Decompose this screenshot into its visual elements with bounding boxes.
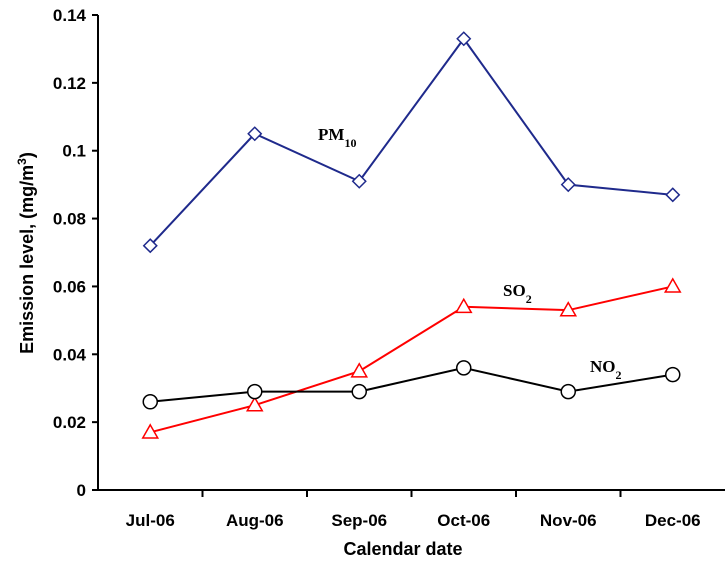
series-label-no2: NO2 xyxy=(590,357,622,382)
series-label-subscript: 2 xyxy=(526,292,532,306)
y-tick-label: 0.04 xyxy=(53,345,87,364)
series-label-main: PM xyxy=(318,125,344,144)
y-tick-label: 0.1 xyxy=(62,142,86,161)
x-tick-label: Sep-06 xyxy=(331,511,387,530)
series-line-pm10 xyxy=(149,37,673,247)
marker-no2 xyxy=(247,383,263,400)
series-line-no2 xyxy=(150,366,673,403)
y-tick-label: 0.06 xyxy=(53,277,86,296)
marker-no2 xyxy=(665,366,681,383)
series-label-main: SO xyxy=(503,281,526,300)
series-label-pm10: PM10 xyxy=(318,125,356,150)
marker-so2 xyxy=(245,396,264,412)
marker-so2 xyxy=(454,297,473,314)
series-markers xyxy=(141,31,682,439)
marker-so2 xyxy=(350,362,369,378)
y-axis-title-sup: 3 xyxy=(15,158,29,165)
marker-pm10 xyxy=(665,187,681,203)
marker-pm10 xyxy=(456,31,472,47)
x-tick-label: Nov-06 xyxy=(540,511,597,530)
x-tick-label: Dec-06 xyxy=(645,511,701,530)
x-axis-title: Calendar date xyxy=(343,539,462,559)
series-lines xyxy=(149,37,673,434)
y-tick-label: 0.02 xyxy=(53,413,86,432)
series-line-so2 xyxy=(149,285,673,434)
y-axis-title: Emission level, (mg/m3) xyxy=(15,152,37,354)
series-label-subscript: 10 xyxy=(344,136,356,150)
x-tick-label: Jul-06 xyxy=(126,511,175,530)
y-axis-title-close: ) xyxy=(17,152,37,158)
x-tick-label: Oct-06 xyxy=(437,511,490,530)
y-tick-label: 0.08 xyxy=(53,210,86,229)
series-label-subscript: 2 xyxy=(616,368,622,382)
marker-no2 xyxy=(560,383,576,400)
y-tick-label: 0.12 xyxy=(53,74,86,93)
series-label-main: NO xyxy=(590,357,616,376)
marker-pm10 xyxy=(142,238,158,254)
marker-no2 xyxy=(456,360,472,376)
y-tick-label: 0 xyxy=(77,481,86,500)
marker-pm10 xyxy=(247,126,263,142)
x-tick-label: Aug-06 xyxy=(226,511,284,530)
marker-so2 xyxy=(663,277,682,293)
axes: 0 0.02 0.04 0.06 0.08 0.1 0.12 0.14 Jul-06 Aug-06… xyxy=(53,6,725,530)
series-label-so2: SO2 xyxy=(503,281,532,306)
marker-no2 xyxy=(142,394,158,410)
marker-pm10 xyxy=(351,173,367,189)
marker-no2 xyxy=(351,383,367,400)
marker-pm10 xyxy=(560,177,576,193)
marker-so2 xyxy=(141,423,160,439)
y-tick-label: 0.14 xyxy=(53,6,87,25)
marker-so2 xyxy=(559,301,578,317)
y-axis-title-main: Emission level, (mg/m xyxy=(17,165,37,354)
